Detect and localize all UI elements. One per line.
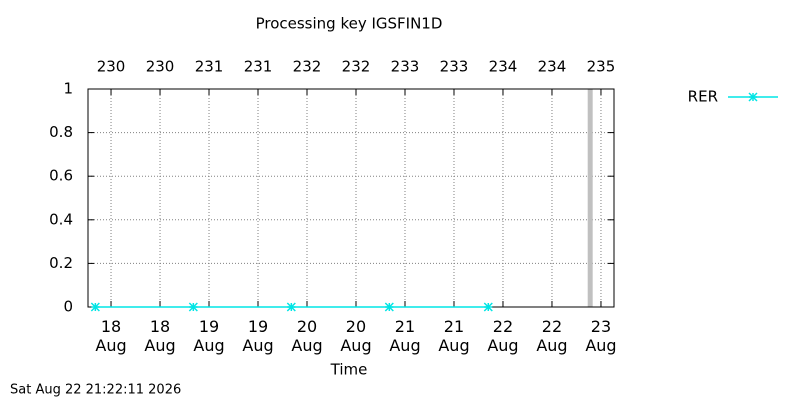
chart-title: Processing key IGSFIN1D [256,15,443,33]
x2-tick-label: 232 [342,58,371,76]
y-tick-label: 0.6 [49,167,73,185]
x2-tick-label: 231 [244,58,273,76]
x-tick-label: 20 Aug [291,317,323,355]
data-point [286,302,296,312]
x2-tick-label: 235 [587,58,616,76]
x2-tick-label: 232 [293,58,322,76]
x-axis-label: Time [330,361,368,379]
data-point [384,302,394,312]
x2-tick-label: 230 [97,58,126,76]
x2-tick-label: 233 [391,58,420,76]
y-tick-label: 0.4 [49,210,73,228]
x2-tick-label: 233 [440,58,469,76]
legend-label: RER [688,88,718,106]
x-tick-label: 23 Aug [585,317,617,355]
x-tick-label: 22 Aug [487,317,519,355]
x2-tick-label: 230 [146,58,175,76]
y-tick-label: 0.2 [49,254,73,272]
x-tick-label: 20 Aug [340,317,372,355]
footnote: Sat Aug 22 21:22:11 2026 [10,383,181,398]
data-point [188,302,198,312]
x-tick-label: 21 Aug [438,317,470,355]
plot-frame [87,88,615,308]
x2-tick-label: 231 [195,58,224,76]
y-tick-label: 1 [63,80,73,98]
x-tick-label: 19 Aug [242,317,274,355]
x2-tick-label: 234 [489,58,518,76]
legend-marker [748,92,758,102]
now-marker [587,89,593,307]
x-tick-label: 19 Aug [193,317,225,355]
y-tick-label: 0 [63,298,73,316]
x-tick-label: 21 Aug [389,317,421,355]
x-tick-label: 22 Aug [536,317,568,355]
x-tick-label: 18 Aug [95,317,127,355]
x2-tick-label: 234 [538,58,567,76]
data-point [90,302,100,312]
x-tick-label: 18 Aug [144,317,176,355]
data-point [483,302,493,312]
y-tick-label: 0.8 [49,123,73,141]
